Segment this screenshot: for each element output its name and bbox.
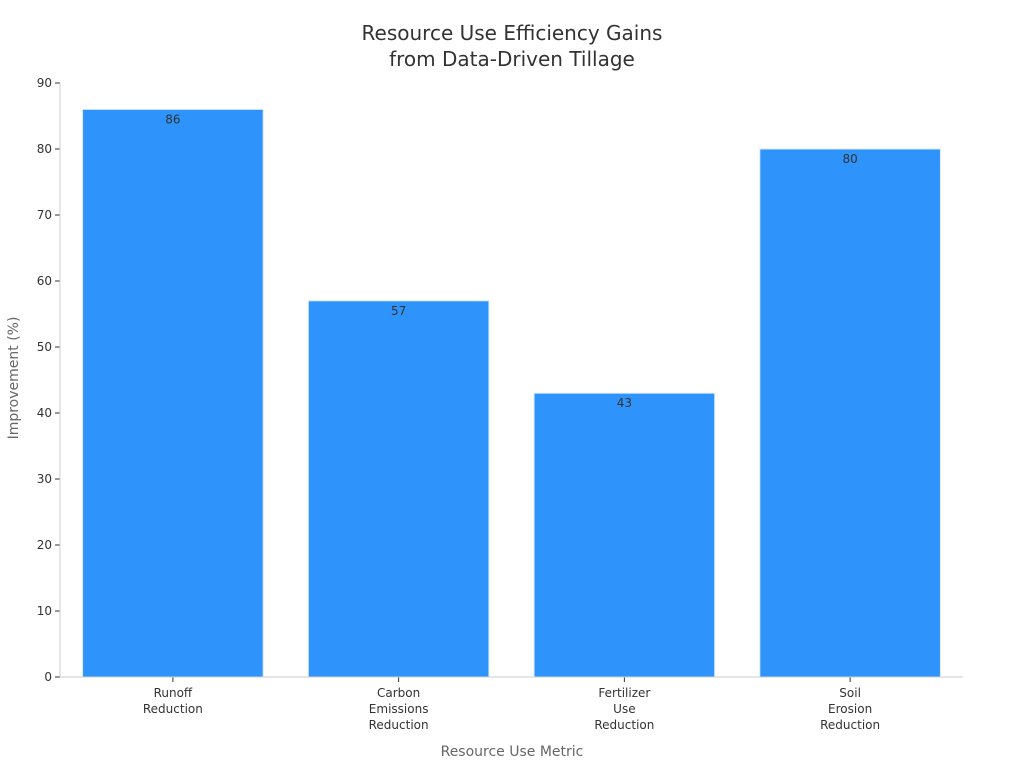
x-tick-label: Carbon Emissions Reduction — [369, 686, 429, 732]
bar — [307, 300, 490, 678]
x-tick-label-line: Erosion — [828, 702, 872, 716]
x-tick-label-line: Reduction — [594, 718, 654, 732]
x-tick-label-line: Carbon — [377, 686, 420, 700]
y-tick-label: 20 — [37, 538, 52, 552]
x-tick-label: Soil Erosion Reduction — [820, 686, 880, 732]
y-axis-ticks: 0 10 20 30 40 50 60 70 80 90 — [37, 76, 60, 684]
y-tick-label: 80 — [37, 142, 52, 156]
bar — [759, 148, 941, 678]
x-tick-label-line: Runoff — [154, 686, 193, 700]
x-axis-label: Resource Use Metric — [441, 744, 584, 760]
bar-value-label: 86 — [165, 112, 180, 126]
x-tick-label-line: Use — [613, 702, 635, 716]
x-tick-label-line: Emissions — [369, 702, 429, 716]
bar-value-label: 43 — [617, 396, 632, 410]
y-tick-label: 30 — [37, 472, 52, 486]
chart-title-line-2: from Data-Driven Tillage — [389, 47, 635, 71]
bars: 86 57 43 80 — [82, 108, 941, 678]
x-tick-label: Fertilizer Use Reduction — [594, 686, 654, 732]
y-tick-label: 50 — [37, 340, 52, 354]
chart-title-line-1: Resource Use Efficiency Gains — [362, 21, 663, 45]
y-tick-label: 90 — [37, 76, 52, 90]
bar-value-label: 80 — [842, 152, 857, 166]
x-tick-label-line: Fertilizer — [598, 686, 650, 700]
y-tick-label: 70 — [37, 208, 52, 222]
x-tick-label-line: Reduction — [143, 702, 203, 716]
bar — [533, 392, 716, 678]
x-tick-label-line: Soil — [839, 686, 861, 700]
x-tick-label: Runoff Reduction — [143, 686, 203, 716]
x-tick-label-line: Reduction — [820, 718, 880, 732]
y-tick-label: 0 — [44, 670, 52, 684]
y-tick-label: 40 — [37, 406, 52, 420]
x-tick-label-line: Reduction — [369, 718, 429, 732]
y-tick-label: 10 — [37, 604, 52, 618]
bar — [82, 108, 264, 678]
bar-value-label: 57 — [391, 304, 406, 318]
chart-title: Resource Use Efficiency Gains from Data-… — [362, 21, 663, 71]
y-tick-label: 60 — [37, 274, 52, 288]
y-axis-label: Improvement (%) — [6, 317, 22, 440]
